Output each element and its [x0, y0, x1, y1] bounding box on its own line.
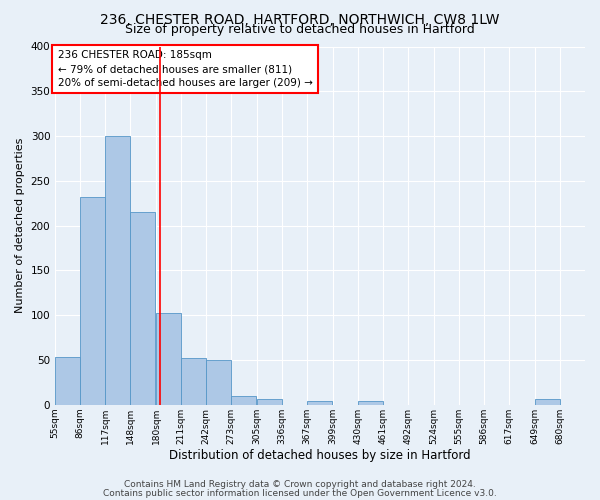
Bar	[206, 360, 231, 405]
Bar	[80, 197, 105, 405]
Text: 236, CHESTER ROAD, HARTFORD, NORTHWICH, CW8 1LW: 236, CHESTER ROAD, HARTFORD, NORTHWICH, …	[100, 12, 500, 26]
Text: Size of property relative to detached houses in Hartford: Size of property relative to detached ho…	[125, 22, 475, 36]
Bar	[130, 212, 155, 405]
X-axis label: Distribution of detached houses by size in Hartford: Distribution of detached houses by size …	[169, 450, 471, 462]
Bar	[307, 401, 332, 405]
Text: 236 CHESTER ROAD: 185sqm
← 79% of detached houses are smaller (811)
20% of semi-: 236 CHESTER ROAD: 185sqm ← 79% of detach…	[58, 50, 313, 88]
Bar	[231, 396, 256, 405]
Y-axis label: Number of detached properties: Number of detached properties	[15, 138, 25, 314]
Bar	[535, 400, 560, 405]
Bar	[156, 312, 181, 405]
Bar	[55, 358, 80, 405]
Bar	[105, 136, 130, 405]
Bar	[257, 400, 282, 405]
Text: Contains HM Land Registry data © Crown copyright and database right 2024.: Contains HM Land Registry data © Crown c…	[124, 480, 476, 489]
Bar	[181, 358, 206, 405]
Text: Contains public sector information licensed under the Open Government Licence v3: Contains public sector information licen…	[103, 488, 497, 498]
Bar	[358, 401, 383, 405]
